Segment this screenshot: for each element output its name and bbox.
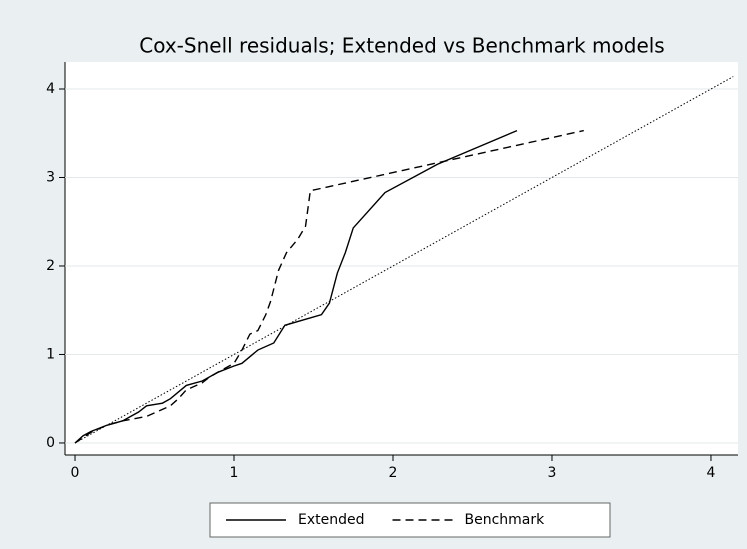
y-tick-label: 0 <box>46 435 55 451</box>
x-tick-label: 4 <box>707 465 716 481</box>
legend-label: Extended <box>298 512 365 528</box>
x-tick-label: 0 <box>71 465 80 481</box>
reference-line <box>74 76 734 444</box>
chart-title: Cox-Snell residuals; Extended vs Benchma… <box>139 34 664 58</box>
legend-label: Benchmark <box>465 512 546 528</box>
y-tick-label: 1 <box>46 346 55 362</box>
y-tick-label: 2 <box>46 258 55 274</box>
plot-area <box>65 62 738 455</box>
series-line <box>74 129 584 444</box>
y-tick-label: 4 <box>46 81 55 97</box>
x-tick-label: 1 <box>230 465 239 481</box>
y-tick-label: 3 <box>46 169 55 185</box>
x-tick-label: 3 <box>548 465 557 481</box>
x-tick-label: 2 <box>389 465 398 481</box>
